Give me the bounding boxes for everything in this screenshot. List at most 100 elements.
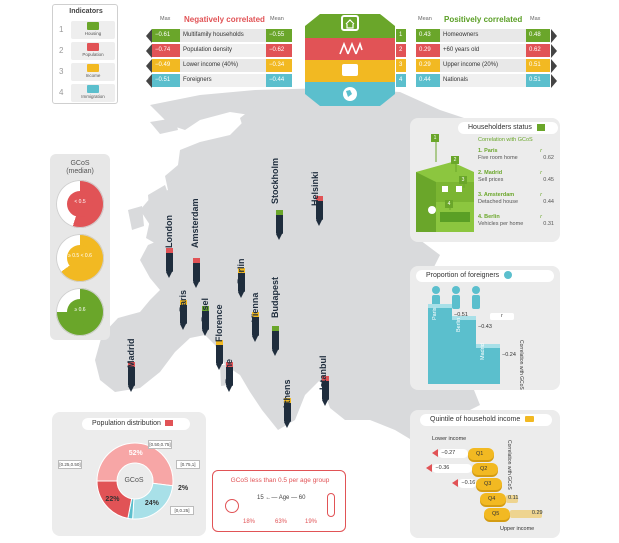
city-label: London [164,215,174,248]
legend-box: Housing [71,21,115,39]
neg-max-value: −0.51 [152,74,180,87]
pin-tip [322,400,328,406]
city-pin[interactable] [166,248,173,278]
people-icon [87,43,99,51]
foreigners-step-top [452,315,476,320]
pin-color-band [322,376,329,381]
pin-color-band [238,268,245,273]
neg-indicator-name: Foreigners [180,74,288,87]
legend-label: Population [82,52,104,57]
pos-number: 2 [396,44,406,57]
wallet-icon [525,416,535,423]
city-pin[interactable] [128,362,135,392]
age-scale: 15 ←— Age — 60 [257,495,317,501]
pin-tip [216,364,222,370]
pin-body [226,362,233,386]
chevron-right-icon [551,74,557,88]
europe-landmass [95,88,480,445]
chevron-left-icon [146,74,152,88]
chevron-right-icon [551,44,557,58]
neg-mean-value: −0.62 [266,44,292,57]
chevron-right-icon [551,59,557,73]
pos-indicator-name: +60 years old [440,44,526,57]
quintile-label: Q5 [492,511,500,517]
baby-icon [225,499,239,513]
gcos-donut-label: < 0.5 [67,191,93,217]
population-donut [96,442,174,520]
householders-value: 0.44 [543,199,554,205]
city-pin[interactable] [316,196,323,226]
chevron-right-icon [551,29,557,43]
pin-tip [202,330,208,336]
population-center-label: GCoS [124,477,144,484]
householders-item: 2. Madrid Sell prices r 0.45 [478,170,554,184]
population-bucket: [0.25,0.50] [58,460,82,469]
neg-indicator-name: Multifamily households [180,29,288,42]
person-icon [432,286,440,294]
city-label: Rome [224,358,234,384]
legend-number: 2 [59,46,64,55]
city-pin[interactable] [193,258,200,288]
householders-desc: Five room home [478,155,518,161]
city-pin[interactable] [226,362,233,392]
city-label: Vienna [250,292,260,322]
foreigners-title: Proportion of foreigners [416,270,554,282]
house-window [442,186,448,192]
population-share: 2% [178,485,189,492]
householders-value: 0.45 [543,177,554,183]
people-icon [164,420,173,427]
householders-houses-illustration [416,136,474,232]
pin-tip [238,292,244,298]
pin-tip [193,282,199,288]
city-pin[interactable] [322,376,329,406]
pos-mean-header: Mean [418,16,432,22]
correlation-row: −0.61 Multifamily households −0.55 1 0.43 Hom… [146,28,558,43]
pin-color-band [128,362,135,367]
quintile-label: Q4 [488,496,496,502]
pin-tip [180,324,186,330]
population-title: Population distribution [82,418,190,430]
quintile-value: 0.11 [508,495,519,501]
householders-city: 1. Paris [478,148,498,154]
pin-color-band [252,312,259,317]
british-isles [146,185,172,245]
householders-city: 2. Madrid [478,170,503,176]
correlation-row: −0.49 Lower income (40%) −0.34 3 0.29 Upper i… [146,58,558,73]
foreigners-value: −0.51 [454,311,468,318]
city-pin[interactable] [272,326,279,356]
legend-item-population: 2 Population [59,42,115,60]
householders-r: r [540,170,542,176]
quintile-value: −0.16 [458,479,476,488]
city-pin[interactable] [276,210,283,240]
city-pin[interactable] [284,398,291,428]
person-icon [472,286,480,294]
gcos-median-panel: GCoS (median) < 0.5 ≥ 0.5 < 0.6 ≥ 0.6 [50,154,110,340]
ireland [128,206,144,230]
pos-mean-value: 0.29 [416,44,440,57]
city-pin[interactable] [202,306,209,336]
legend-box: Population [71,42,115,60]
age-value: 63% [275,519,288,525]
pin-tip [284,422,290,428]
person-icon [452,295,460,309]
quintile-label: Q3 [484,481,492,487]
city-label: Budapest [270,276,280,318]
population-bucket: [0,0.25] [170,506,194,515]
age-group-title: GCoS less than 0.5 per age group [230,477,330,484]
pin-body [193,258,200,282]
arrow-left-icon: ←— [265,495,279,501]
city-pin[interactable] [252,312,259,342]
householders-title: Householders status [458,122,558,134]
house-icon [341,15,359,31]
scandinavia [240,92,330,200]
householders-r: r [540,214,542,220]
population-share: 22% [105,495,120,503]
city-pin[interactable] [216,340,223,370]
householders-value: 0.31 [543,221,554,227]
city-pin[interactable] [238,268,245,298]
legend-label: Immigration [81,94,105,99]
city-pin[interactable] [180,300,187,330]
foreigners-step [452,319,476,384]
foreigners-step-top [428,303,452,308]
legend-item-immigration: 4 Immigration [59,84,115,102]
